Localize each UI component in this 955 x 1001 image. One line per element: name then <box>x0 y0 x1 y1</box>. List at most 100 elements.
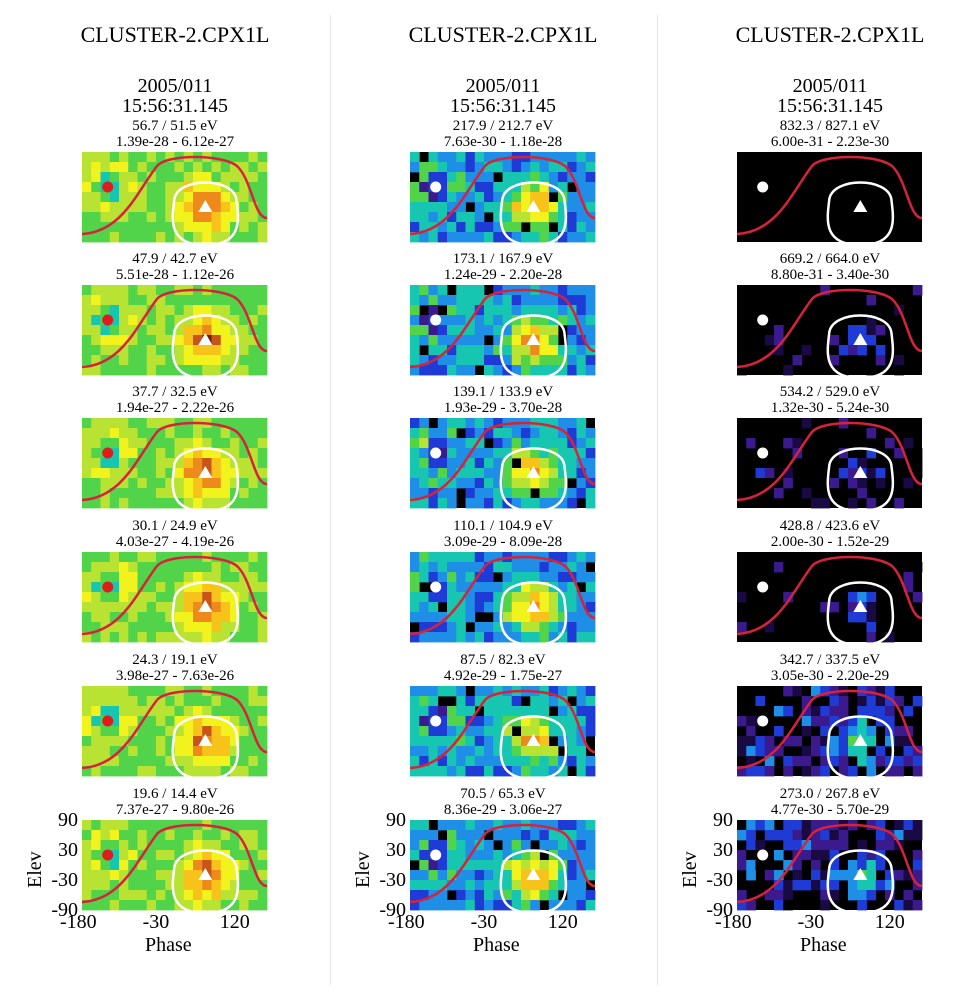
heatmap-cell <box>220 458 231 469</box>
heatmap-cell <box>521 562 531 573</box>
heatmap-cell <box>530 345 540 356</box>
heatmap-cell <box>146 162 157 173</box>
heatmap-cell <box>230 820 240 831</box>
heatmap-cell <box>128 182 138 193</box>
sun-marker <box>102 715 114 727</box>
heatmap-cell <box>211 716 222 727</box>
heatmap-cell <box>474 152 485 163</box>
heatmap-cell <box>447 830 457 841</box>
heatmap-cell <box>811 592 821 603</box>
heatmap-cell <box>829 716 840 727</box>
heatmap-cell <box>530 572 540 583</box>
heatmap-cell <box>230 766 240 777</box>
heatmap-cell <box>484 365 494 376</box>
heatmap-cell <box>585 696 596 707</box>
heatmap-cell <box>456 335 466 346</box>
heatmap-cell <box>211 830 222 841</box>
heatmap-cell <box>437 632 448 643</box>
heatmap-cell <box>257 726 268 737</box>
heatmap-cell <box>91 448 101 459</box>
heatmap-plot <box>409 552 596 647</box>
heatmap-cell <box>511 756 522 767</box>
heatmap-cell <box>838 468 849 479</box>
heatmap-cell <box>248 820 259 831</box>
heatmap-cell <box>183 582 194 593</box>
heatmap-cell <box>128 202 138 213</box>
heatmap-cell <box>774 726 784 737</box>
heatmap-cell <box>410 562 420 573</box>
heatmap-cell <box>857 478 867 489</box>
heatmap-cell <box>202 365 212 376</box>
heatmap-cell <box>257 222 268 233</box>
heatmap-cell <box>866 592 877 603</box>
energy-label: 428.8 / 423.6 eV <box>779 518 881 534</box>
heatmap-cell <box>811 840 821 851</box>
heatmap-cell <box>484 172 494 183</box>
heatmap-cell <box>885 756 895 767</box>
heatmap-cell <box>248 232 259 243</box>
heatmap-cell <box>502 315 513 326</box>
heatmap-cell <box>91 488 101 499</box>
heatmap-cell <box>530 182 540 193</box>
heatmap-cell <box>456 746 466 757</box>
heatmap-cell <box>248 736 259 747</box>
heatmap-cell <box>474 696 485 707</box>
boundary-curve <box>409 288 596 369</box>
heatmap-cell <box>220 696 231 707</box>
heatmap-cell <box>465 488 476 499</box>
heatmap-cell <box>521 706 531 717</box>
heatmap-cell <box>576 355 587 366</box>
heatmap-cell <box>220 706 231 717</box>
x-tick-label: -180 <box>715 911 752 933</box>
heatmap-cell <box>91 686 101 697</box>
heatmap-cell <box>447 438 457 449</box>
heatmap-cell <box>193 622 203 633</box>
heatmap-cell <box>558 478 568 489</box>
heatmap-cell <box>829 696 840 707</box>
heatmap-cell <box>539 222 550 233</box>
heatmap-cell <box>539 232 550 243</box>
heatmap-cell <box>428 438 439 449</box>
heatmap-cell <box>119 345 129 356</box>
energy-label: 30.1 / 24.9 eV <box>132 518 218 534</box>
heatmap-cell <box>783 438 793 449</box>
heatmap-cell <box>576 766 587 777</box>
heatmap-cell <box>202 305 212 316</box>
heatmap-cell <box>91 418 101 429</box>
heatmap-cell <box>211 498 222 509</box>
heatmap-cell <box>493 860 503 871</box>
heatmap-cell <box>456 232 466 243</box>
heatmap-cell <box>119 870 129 881</box>
heatmap-cell <box>820 890 830 901</box>
heatmap-cell <box>493 285 503 296</box>
sun-marker <box>102 581 114 593</box>
heatmap-cell <box>100 880 111 891</box>
heatmap-cell <box>576 418 587 429</box>
heatmap-cell <box>156 315 166 326</box>
heatmap-cell <box>585 232 596 243</box>
heatmap-cell <box>474 766 485 777</box>
heatmap-cell <box>220 202 231 213</box>
heatmap-cell <box>567 622 577 633</box>
heatmap-cell <box>848 592 858 603</box>
heatmap-cell <box>903 890 914 901</box>
heatmap-cell <box>558 305 568 316</box>
heatmap-cell <box>183 305 194 316</box>
heatmap-cell <box>437 592 448 603</box>
heatmap-cell <box>521 478 531 489</box>
heatmap-cell <box>875 696 886 707</box>
heatmap-cell <box>783 592 793 603</box>
range-label: 1.94e-27 - 2.22e-26 <box>115 400 235 416</box>
heatmap-cell <box>447 632 457 643</box>
heatmap-cell <box>811 860 821 871</box>
heatmap-cell <box>82 820 92 831</box>
heatmap-cell <box>193 162 203 173</box>
heatmap-cell <box>484 850 494 861</box>
heatmap-cell <box>857 746 867 757</box>
heatmap-cell <box>193 572 203 583</box>
heatmap-cell <box>119 365 129 376</box>
energy-label: 37.7 / 32.5 eV <box>132 384 218 400</box>
heatmap-cell <box>100 232 111 243</box>
heatmap-cell <box>493 726 503 737</box>
heatmap-cell <box>484 756 494 767</box>
